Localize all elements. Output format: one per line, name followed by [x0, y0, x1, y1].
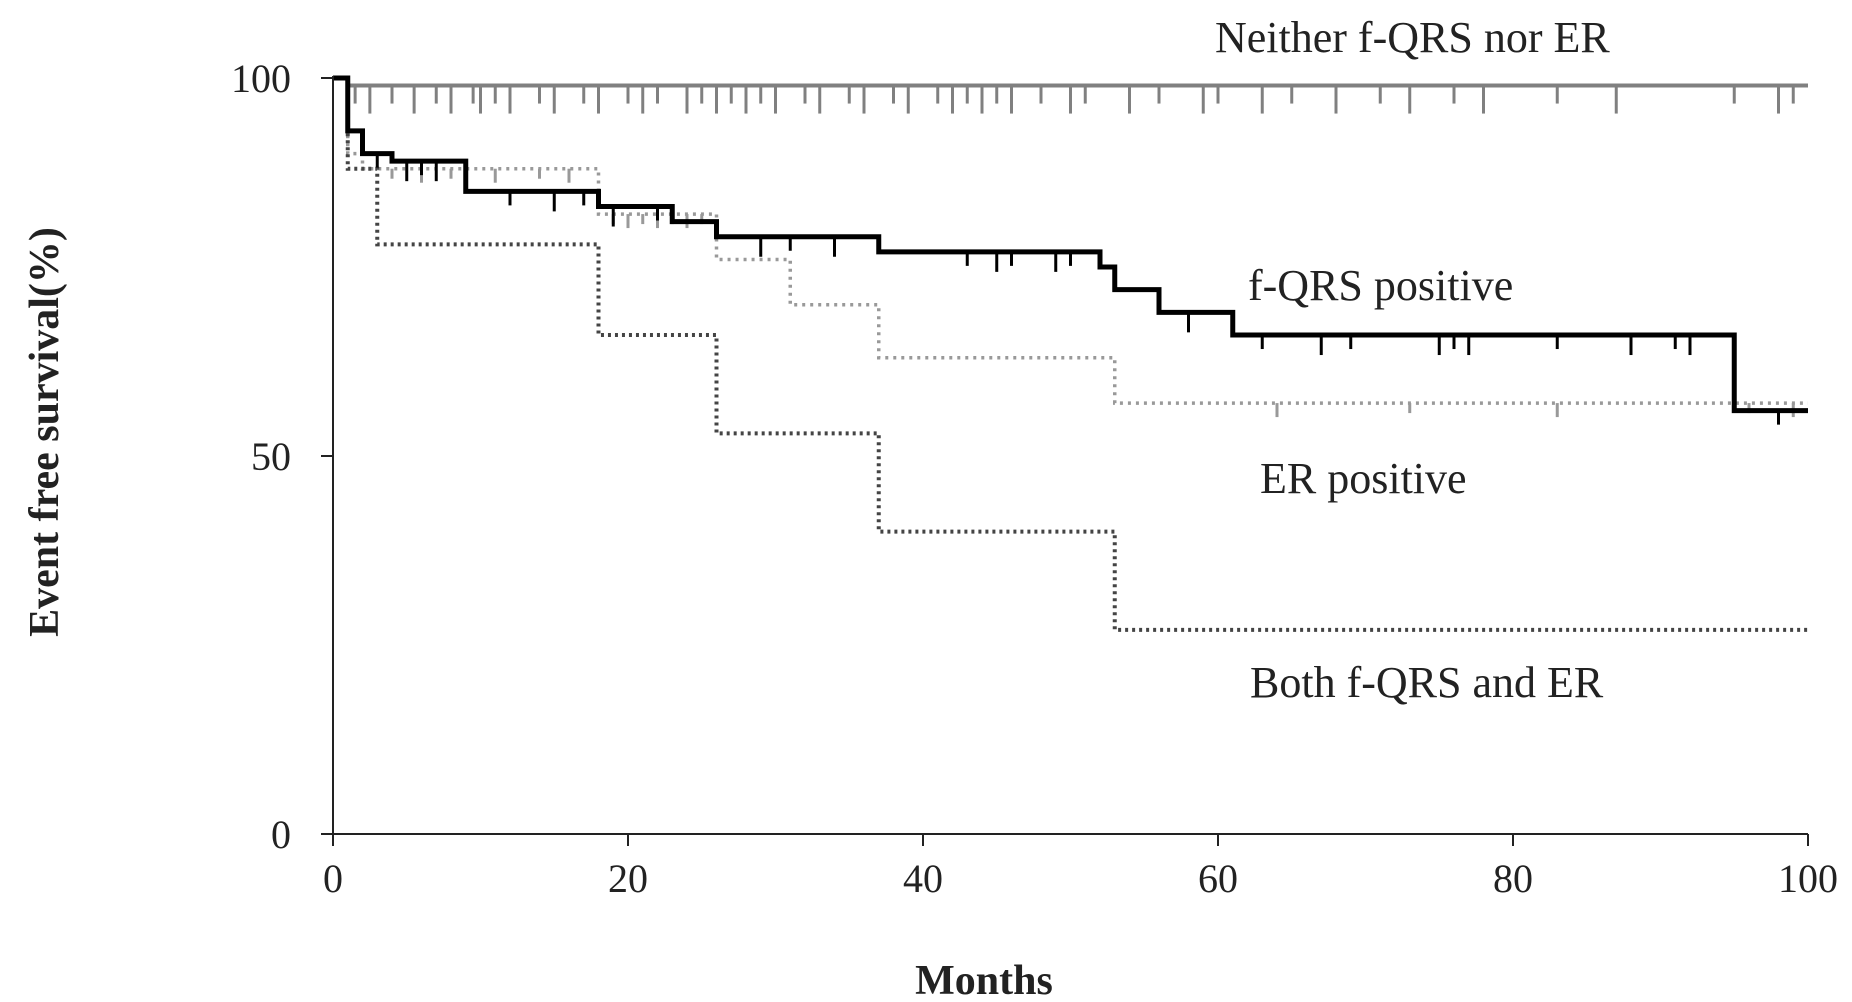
- curve-labels: Neither f-QRS nor ER f-QRS positive ER p…: [1215, 13, 1610, 707]
- x-tick-label-100: 100: [1778, 856, 1838, 901]
- curve-er: [333, 76, 1808, 405]
- series-both: [333, 76, 1808, 632]
- x-tick-label-60: 60: [1198, 856, 1238, 901]
- axis-ticks: 0 20 40 60 80 100 0 50 100: [231, 56, 1838, 901]
- y-tick-label-0: 0: [271, 812, 291, 857]
- series-er: [333, 76, 1808, 418]
- x-tick-label-80: 80: [1493, 856, 1533, 901]
- x-axis-title: Months: [915, 958, 1053, 1002]
- series-fqrs: [333, 75, 1808, 425]
- curve-both: [333, 76, 1808, 632]
- curve-neither: [333, 76, 1808, 88]
- y-tick-label-50: 50: [251, 434, 291, 479]
- curve-label-fqrs: f-QRS positive: [1248, 261, 1513, 310]
- curve-label-both: Both f-QRS and ER: [1250, 658, 1604, 707]
- curve-label-er: ER positive: [1260, 454, 1467, 503]
- x-tick-label-20: 20: [608, 856, 648, 901]
- survival-curves: [333, 75, 1808, 632]
- x-tick-label-0: 0: [323, 856, 343, 901]
- y-axis-title: Event free survival(%): [22, 227, 68, 637]
- curve-label-neither: Neither f-QRS nor ER: [1215, 13, 1610, 62]
- x-tick-label-40: 40: [903, 856, 943, 901]
- y-tick-label-100: 100: [231, 56, 291, 101]
- series-neither: [333, 76, 1808, 114]
